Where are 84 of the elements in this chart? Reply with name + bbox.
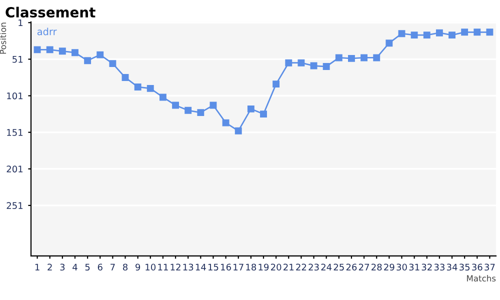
x-tick-label: 12 bbox=[170, 264, 180, 270]
x-tick-label: 14 bbox=[196, 264, 206, 270]
x-tick-label: 13 bbox=[183, 264, 194, 271]
point bbox=[285, 59, 292, 66]
x-tick-label: 37 bbox=[484, 264, 495, 271]
point bbox=[247, 105, 254, 112]
x-tick-label: 36 bbox=[472, 264, 482, 271]
x-tick-label: 23 bbox=[308, 264, 319, 271]
point bbox=[184, 106, 192, 114]
x-tick-label: 11 bbox=[158, 264, 168, 270]
point bbox=[373, 54, 380, 62]
x-tick-label: 4 bbox=[72, 264, 78, 270]
point bbox=[486, 28, 494, 36]
x-tick-label: 22 bbox=[296, 264, 306, 270]
y-tick-label: 1 bbox=[18, 19, 23, 26]
point bbox=[474, 28, 481, 36]
x-tick-label: 27 bbox=[358, 264, 370, 270]
x-tick-label: 16 bbox=[221, 264, 231, 271]
x-tick-label: 35 bbox=[460, 264, 470, 271]
point bbox=[222, 119, 230, 126]
y-tick-label: 151 bbox=[7, 129, 23, 136]
x-tick-label: 30 bbox=[396, 264, 407, 271]
x-tick-label: 5 bbox=[85, 264, 90, 271]
y-axis-title: Position bbox=[0, 22, 6, 54]
x-tick-label: 32 bbox=[422, 264, 432, 271]
x-tick-label: 24 bbox=[321, 264, 332, 270]
point bbox=[146, 84, 154, 92]
x-tick-label: 8 bbox=[122, 264, 128, 271]
point bbox=[210, 102, 217, 109]
point bbox=[84, 57, 92, 64]
point bbox=[109, 60, 116, 68]
x-tick-label: 20 bbox=[270, 264, 282, 271]
x-tick-label: 18 bbox=[246, 264, 256, 271]
point bbox=[134, 84, 142, 90]
y-tick-label: 51 bbox=[12, 56, 23, 63]
y-tick-label: 201 bbox=[6, 166, 23, 172]
point bbox=[46, 46, 54, 54]
point bbox=[461, 28, 468, 36]
point bbox=[436, 29, 443, 36]
point bbox=[34, 46, 41, 54]
point bbox=[159, 94, 166, 101]
x-axis-title: Matchs bbox=[467, 275, 496, 282]
x-tick-label: 1 bbox=[35, 264, 40, 270]
point bbox=[348, 54, 355, 62]
point bbox=[360, 54, 368, 62]
y-tick-label: 101 bbox=[7, 92, 23, 100]
x-tick-label: 28 bbox=[372, 264, 382, 271]
y-tick-label: 251 bbox=[6, 202, 23, 209]
x-tick-label: 25 bbox=[334, 264, 344, 271]
point bbox=[172, 102, 179, 109]
point bbox=[410, 32, 418, 39]
point bbox=[260, 110, 267, 118]
x-tick-label: 6 bbox=[98, 264, 102, 271]
series-label: adrr bbox=[37, 28, 57, 36]
point bbox=[298, 59, 305, 66]
x-tick-label: 15 bbox=[208, 264, 218, 271]
point bbox=[386, 40, 393, 47]
x-tick-label: 19 bbox=[258, 264, 269, 271]
point bbox=[423, 32, 430, 39]
x-tick-label: 7 bbox=[110, 264, 115, 270]
x-tick-label: 21 bbox=[284, 264, 294, 270]
x-tick-label: 33 bbox=[434, 264, 444, 271]
x-tick-label: 10 bbox=[146, 264, 156, 271]
point bbox=[335, 54, 342, 62]
point bbox=[310, 62, 318, 70]
x-tick-label: 3 bbox=[60, 264, 65, 271]
x-tick-label: 29 bbox=[384, 264, 394, 271]
point bbox=[272, 80, 280, 88]
point bbox=[234, 127, 242, 134]
point bbox=[322, 63, 330, 70]
x-tick-label: 17 bbox=[234, 264, 244, 270]
x-tick-label: 26 bbox=[346, 264, 357, 271]
point bbox=[197, 109, 204, 116]
x-tick-label: 34 bbox=[446, 264, 458, 271]
point bbox=[398, 30, 406, 38]
point bbox=[72, 49, 78, 56]
point bbox=[58, 48, 66, 55]
x-tick-label: 2 bbox=[48, 264, 52, 270]
chart-title: Classement bbox=[6, 6, 96, 18]
x-tick-label: 9 bbox=[136, 264, 140, 271]
point bbox=[96, 51, 104, 58]
point bbox=[448, 32, 456, 39]
x-tick-label: 31 bbox=[409, 264, 420, 271]
point bbox=[122, 74, 129, 81]
